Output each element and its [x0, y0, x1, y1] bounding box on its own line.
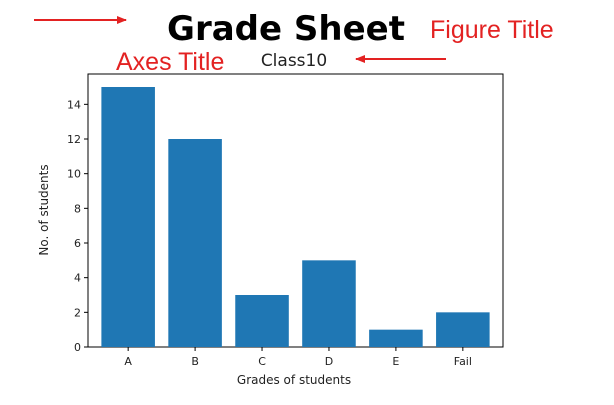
figure-title-annotation: Figure Title — [430, 16, 554, 44]
x-tick-label: A — [124, 355, 132, 368]
x-tick-label: B — [191, 355, 199, 368]
x-tick-label: Fail — [454, 355, 472, 368]
bar-c — [235, 295, 289, 347]
y-tick-label: 14 — [67, 98, 81, 111]
x-axis: A B C D E Fail — [124, 347, 472, 368]
y-tick-label: 6 — [74, 237, 81, 250]
bar-fail — [436, 312, 490, 347]
x-tick-label: E — [392, 355, 399, 368]
x-axis-label: Grades of students — [237, 373, 351, 387]
x-tick-label: C — [258, 355, 266, 368]
plot-area — [87, 73, 504, 348]
y-tick-label: 2 — [74, 306, 81, 319]
y-tick-label: 0 — [74, 341, 81, 354]
axes-title: Class10 — [261, 51, 327, 71]
bar-d — [302, 260, 356, 347]
axes-title-annotation: Axes Title — [116, 48, 224, 76]
bar-b — [168, 139, 222, 347]
y-axis: 0 2 4 6 8 10 12 14 — [67, 98, 88, 354]
x-tick-label: D — [325, 355, 333, 368]
y-tick-label: 10 — [67, 168, 81, 181]
bar-group — [101, 87, 490, 347]
bar-e — [369, 329, 423, 347]
y-tick-label: 8 — [74, 202, 81, 215]
figure-title: Grade Sheet — [167, 9, 405, 49]
y-tick-label: 4 — [74, 272, 81, 285]
y-axis-label: No. of students — [37, 164, 51, 255]
y-tick-label: 12 — [67, 133, 81, 146]
bar-a — [101, 87, 155, 347]
